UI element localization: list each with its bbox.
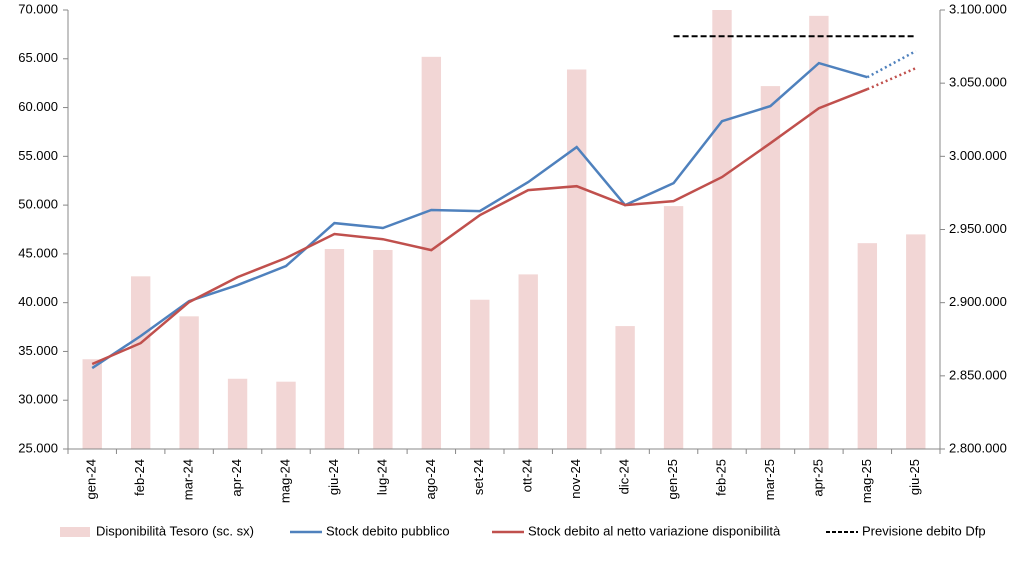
bar: [82, 359, 102, 449]
x-tick-label: mag-25: [859, 459, 874, 503]
y-tick-label: 50.000: [18, 197, 58, 212]
y-tick-label: 35.000: [18, 343, 58, 358]
legend-label: Disponibilità Tesoro (sc. sx): [96, 523, 254, 538]
bar: [663, 206, 684, 449]
line: [91, 61, 868, 370]
bar: [615, 326, 635, 449]
x-tick-label: apr-24: [229, 459, 244, 497]
x-tick-label: mar-25: [762, 459, 777, 500]
y2-tick-label: 3.000.000: [949, 148, 1007, 163]
x-tick-label: dic-24: [617, 459, 632, 494]
x-tick-label: mar-24: [181, 459, 196, 500]
x-tick-label: lug-24: [374, 459, 389, 495]
legend-swatch: [60, 527, 90, 537]
x-tick-label: gen-25: [665, 459, 680, 499]
x-tick-label: set-24: [471, 459, 486, 495]
x-tick-label: gen-24: [84, 459, 99, 499]
y2-tick-label: 3.050.000: [949, 75, 1007, 90]
x-tick-label: nov-24: [568, 459, 583, 499]
legend-label: Previsione debito Dfp: [862, 523, 986, 538]
y2-tick-label: 3.100.000: [949, 1, 1007, 16]
y2-tick-label: 2.800.000: [949, 440, 1007, 455]
bar: [373, 249, 393, 449]
y-tick-label: 60.000: [18, 99, 58, 114]
bar: [857, 243, 878, 449]
line-projection: [866, 49, 917, 79]
bar: [179, 316, 199, 449]
bar: [324, 249, 345, 449]
bar: [809, 15, 829, 450]
bar: [421, 56, 442, 450]
legend-label: Stock debito pubblico: [326, 523, 450, 538]
x-tick-label: apr-25: [810, 459, 825, 497]
line: [91, 88, 868, 366]
x-tick-label: ott-24: [520, 459, 535, 492]
y2-tick-label: 2.900.000: [949, 294, 1007, 309]
line-projection: [866, 67, 917, 91]
bar: [906, 234, 926, 449]
y-tick-label: 55.000: [18, 148, 58, 163]
bar: [518, 274, 538, 449]
y2-tick-label: 2.850.000: [949, 367, 1007, 382]
bar: [276, 381, 296, 449]
x-tick-label: feb-24: [132, 459, 147, 496]
bar: [566, 69, 587, 450]
y2-tick-label: 2.950.000: [949, 221, 1007, 236]
y-tick-label: 65.000: [18, 50, 58, 65]
bar: [760, 86, 781, 450]
y-tick-label: 40.000: [18, 294, 58, 309]
y-tick-label: 25.000: [18, 440, 58, 455]
x-tick-label: giu-25: [907, 459, 922, 495]
y-tick-label: 70.000: [18, 1, 58, 16]
y-tick-label: 45.000: [18, 245, 58, 260]
x-tick-label: ago-24: [423, 459, 438, 499]
x-tick-label: feb-25: [713, 459, 728, 496]
bar: [130, 276, 151, 449]
y-tick-label: 30.000: [18, 392, 58, 407]
x-tick-label: mag-24: [277, 459, 292, 503]
legend-label: Stock debito al netto variazione disponi…: [528, 523, 781, 538]
bar: [470, 299, 490, 449]
x-tick-label: giu-24: [326, 459, 341, 495]
bar: [227, 378, 248, 449]
bar: [712, 10, 732, 449]
